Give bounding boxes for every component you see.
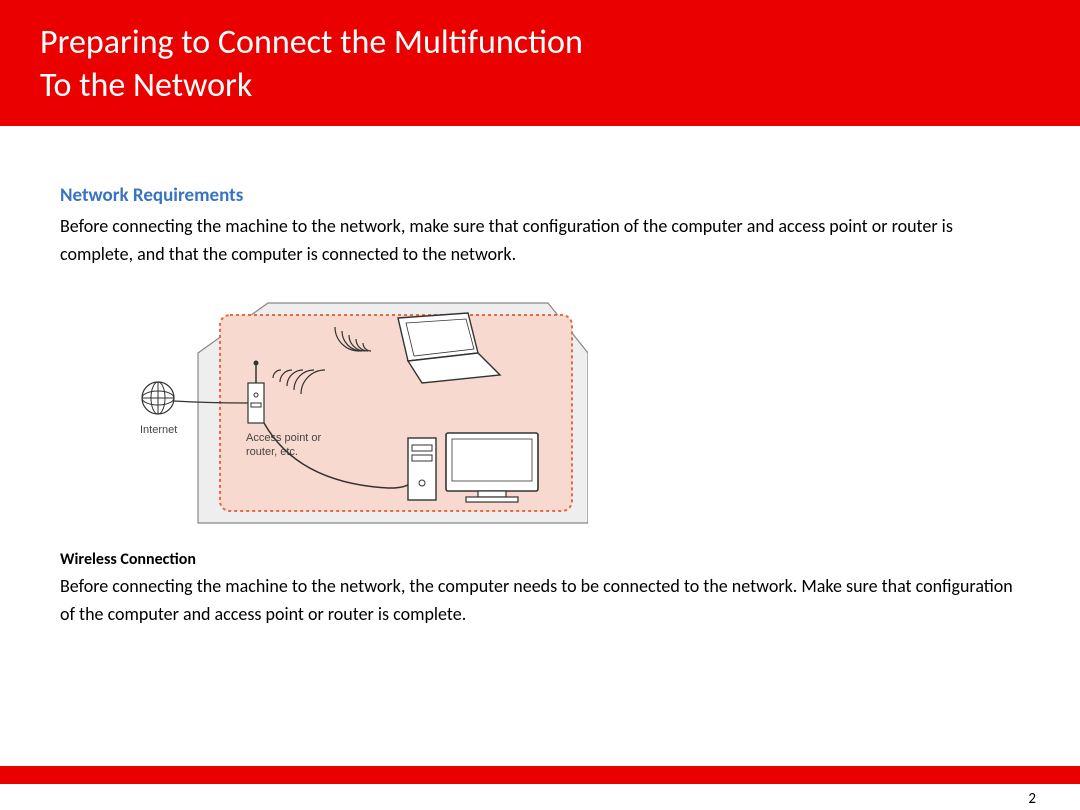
subsection-heading: Wireless Connection — [60, 550, 1020, 569]
network-diagram: Internet Access point or router, etc. — [118, 283, 1020, 536]
page-number: 2 — [1028, 790, 1036, 808]
monitor-icon — [446, 433, 538, 502]
subsection-paragraph: Before connecting the machine to the net… — [60, 573, 1020, 629]
internet-label: Internet — [140, 424, 177, 436]
footer-bar — [0, 766, 1080, 784]
page-header: Preparing to Connect the Multifunction T… — [0, 0, 1080, 126]
title-line-1: Preparing to Connect the Multifunction — [40, 22, 583, 63]
page-title: Preparing to Connect the Multifunction T… — [40, 22, 1040, 107]
section-heading: Network Requirements — [60, 184, 1020, 207]
diagram-svg: Internet Access point or router, etc. — [118, 283, 588, 531]
desktop-tower-icon — [408, 438, 436, 500]
intro-paragraph: Before connecting the machine to the net… — [60, 213, 1020, 269]
page-content: Network Requirements Before connecting t… — [0, 126, 1080, 629]
title-line-2: To the Network — [40, 65, 252, 106]
router-label-2: router, etc. — [246, 446, 298, 458]
router-label-1: Access point or — [246, 432, 322, 444]
internet-globe-icon — [142, 382, 174, 414]
